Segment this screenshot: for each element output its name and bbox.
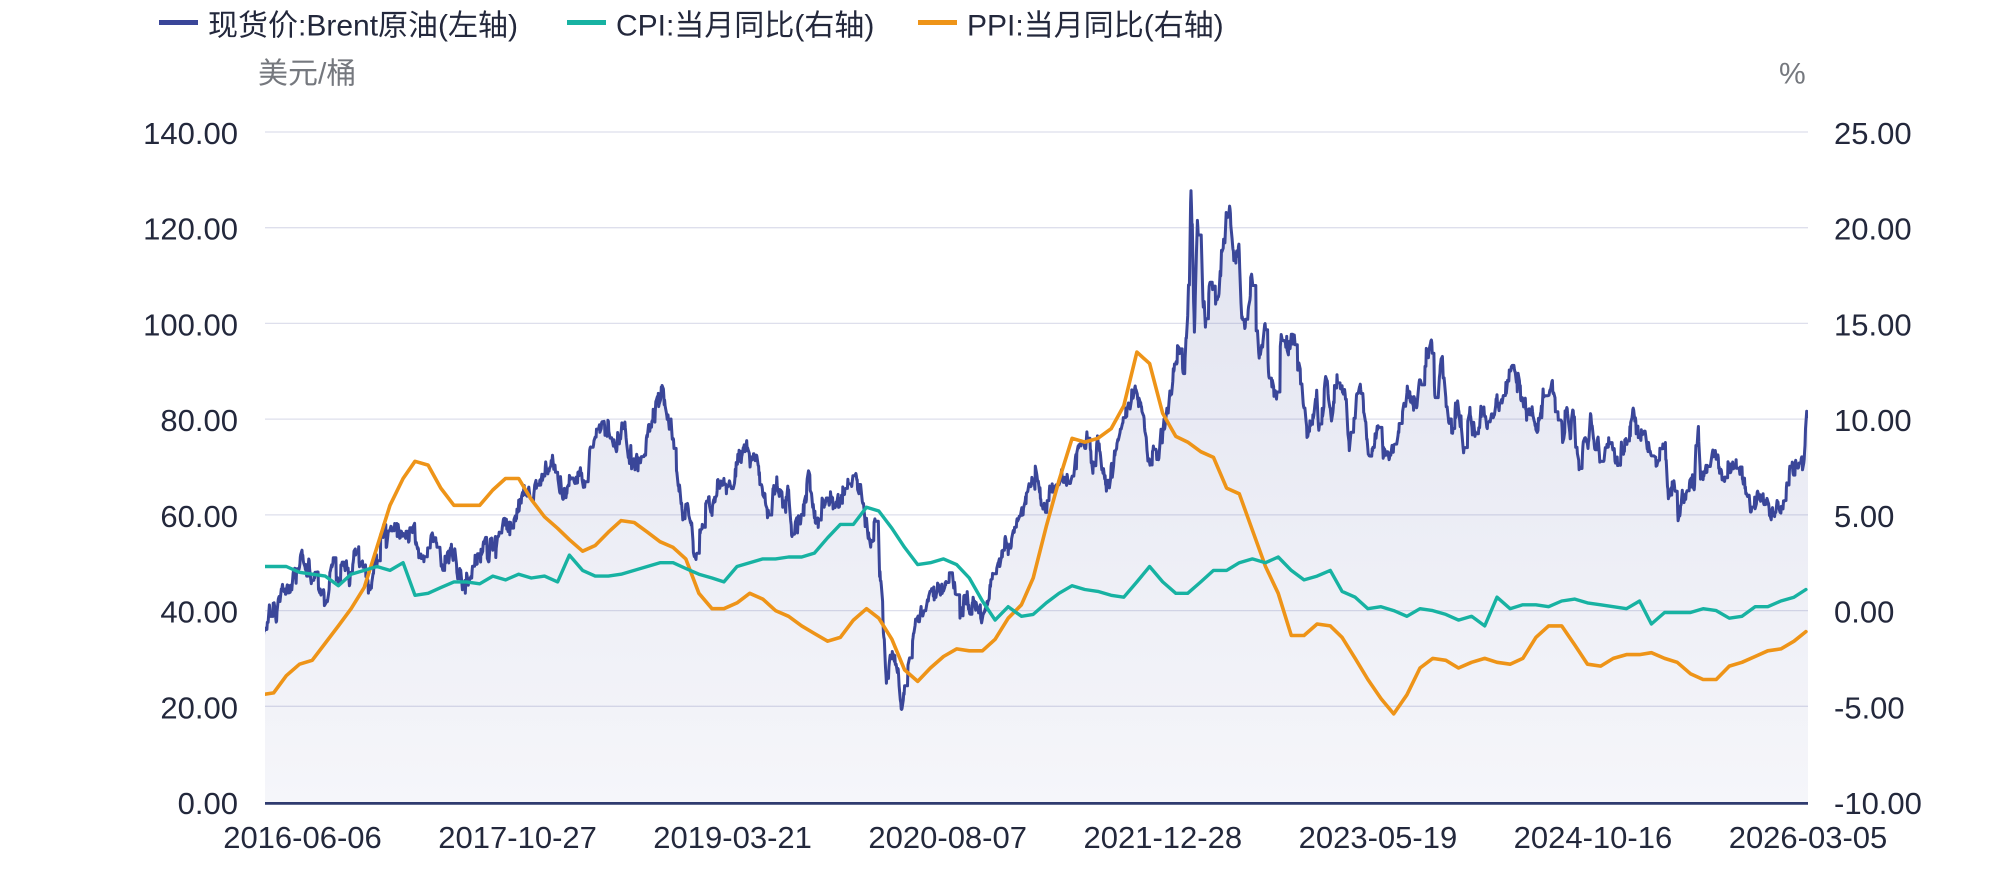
svg-text:40.00: 40.00: [160, 595, 238, 630]
svg-text:2026-03-05: 2026-03-05: [1729, 820, 1888, 855]
svg-text:140.00: 140.00: [143, 116, 238, 151]
svg-text:): ): [864, 10, 874, 43]
svg-text:(: (: [1144, 10, 1154, 43]
svg-text:): ): [1214, 10, 1224, 43]
svg-text:(: (: [794, 10, 804, 43]
svg-text:25.00: 25.00: [1834, 116, 1912, 151]
svg-text:2024-10-16: 2024-10-16: [1514, 820, 1673, 855]
svg-text:20.00: 20.00: [160, 690, 238, 725]
svg-text:100.00: 100.00: [143, 307, 238, 342]
svg-text:): ): [508, 10, 518, 43]
svg-text:CPI:: CPI:: [616, 10, 674, 43]
svg-text:2020-08-07: 2020-08-07: [868, 820, 1027, 855]
svg-text:120.00: 120.00: [143, 212, 238, 247]
svg-text:2019-03-21: 2019-03-21: [653, 820, 812, 855]
svg-text:20.00: 20.00: [1834, 212, 1912, 247]
svg-text:10.00: 10.00: [1834, 403, 1912, 438]
svg-text:/: /: [318, 58, 327, 91]
svg-text:80.00: 80.00: [160, 403, 238, 438]
svg-text:%: %: [1779, 58, 1806, 91]
svg-text:2017-10-27: 2017-10-27: [438, 820, 597, 855]
svg-text::Brent: :Brent: [298, 10, 379, 43]
svg-text:2023-05-19: 2023-05-19: [1299, 820, 1458, 855]
svg-text:2016-06-06: 2016-06-06: [223, 820, 382, 855]
svg-text:PPI:: PPI:: [967, 10, 1024, 43]
svg-text:0.00: 0.00: [1834, 595, 1894, 630]
svg-text:0.00: 0.00: [178, 786, 238, 821]
svg-text:60.00: 60.00: [160, 499, 238, 534]
svg-text:15.00: 15.00: [1834, 307, 1912, 342]
svg-text:2021-12-28: 2021-12-28: [1084, 820, 1243, 855]
svg-text:(: (: [438, 10, 448, 43]
svg-text:-10.00: -10.00: [1834, 786, 1922, 821]
svg-text:-5.00: -5.00: [1834, 690, 1905, 725]
svg-text:5.00: 5.00: [1834, 499, 1894, 534]
